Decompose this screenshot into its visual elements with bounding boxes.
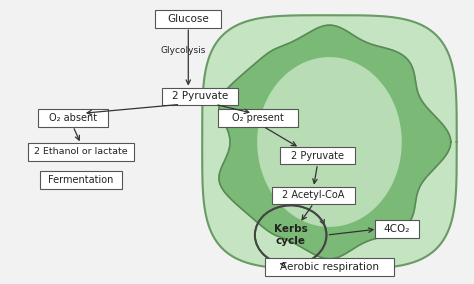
Text: Fermentation: Fermentation: [48, 175, 114, 185]
FancyBboxPatch shape: [38, 109, 108, 127]
Text: O₂ present: O₂ present: [232, 113, 284, 123]
FancyBboxPatch shape: [375, 220, 419, 238]
Polygon shape: [202, 15, 457, 269]
Text: 4CO₂: 4CO₂: [384, 224, 410, 234]
Text: 2 Pyruvate: 2 Pyruvate: [291, 151, 344, 161]
Text: Glycolysis: Glycolysis: [161, 46, 206, 55]
Text: O₂ absent: O₂ absent: [49, 113, 97, 123]
Text: 2 Acetyl-CoA: 2 Acetyl-CoA: [283, 191, 345, 201]
FancyBboxPatch shape: [163, 87, 238, 105]
FancyBboxPatch shape: [28, 143, 134, 161]
FancyBboxPatch shape: [40, 171, 122, 189]
Text: Kerbs
cycle: Kerbs cycle: [274, 224, 308, 246]
Text: Aerobic respiration: Aerobic respiration: [280, 262, 379, 272]
Text: Glucose: Glucose: [167, 14, 209, 24]
Text: 2 Ethanol or lactate: 2 Ethanol or lactate: [34, 147, 128, 156]
FancyBboxPatch shape: [280, 147, 356, 164]
Polygon shape: [219, 25, 451, 259]
FancyBboxPatch shape: [265, 258, 394, 276]
Polygon shape: [258, 58, 401, 226]
Text: 2 Pyruvate: 2 Pyruvate: [172, 91, 228, 101]
FancyBboxPatch shape: [155, 10, 221, 28]
FancyBboxPatch shape: [272, 187, 356, 204]
FancyBboxPatch shape: [218, 109, 298, 127]
